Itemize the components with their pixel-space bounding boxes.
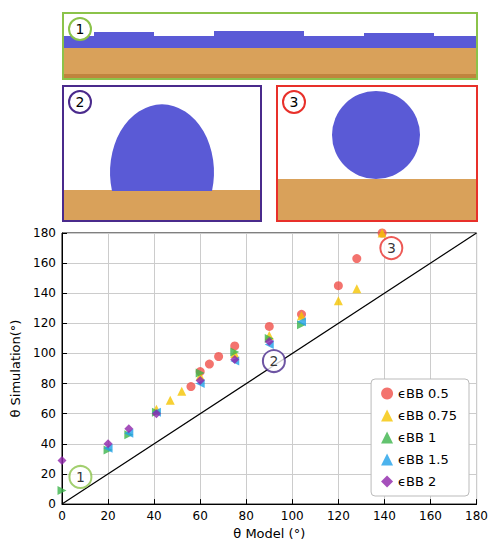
- svg-text:1: 1: [76, 469, 85, 485]
- svg-text:140: 140: [33, 286, 56, 300]
- html-text:2: 2: [75, 94, 85, 110]
- svg-text:80: 80: [41, 377, 56, 391]
- svg-text:ϵBB 1.5: ϵBB 1.5: [398, 452, 449, 467]
- svg-text:θ Model (°): θ Model (°): [233, 526, 305, 541]
- svg-text:3: 3: [387, 240, 396, 256]
- svg-text:ϵBB 1: ϵBB 1: [398, 430, 436, 445]
- svg-text:80: 80: [239, 509, 254, 523]
- svg-text:60: 60: [193, 509, 208, 523]
- svg-text:20: 20: [100, 509, 115, 523]
- svg-text:120: 120: [33, 316, 56, 330]
- svg-text:60: 60: [41, 407, 56, 421]
- svg-text:100: 100: [281, 509, 304, 523]
- svg-text:ϵBB 0.75: ϵBB 0.75: [398, 408, 457, 423]
- svg-text:160: 160: [419, 509, 442, 523]
- svg-text:θ Simulation(°): θ Simulation(°): [8, 320, 23, 418]
- svg-text:0: 0: [48, 497, 56, 511]
- svg-text:0: 0: [58, 509, 66, 523]
- svg-text:ϵBB 2: ϵBB 2: [398, 474, 436, 489]
- svg-text:40: 40: [146, 509, 161, 523]
- svg-text:180: 180: [33, 226, 56, 240]
- svg-text:160: 160: [33, 256, 56, 270]
- svg-text:2: 2: [269, 353, 278, 369]
- svg-text:40: 40: [41, 437, 56, 451]
- html-text:3: 3: [289, 94, 299, 110]
- svg-text:140: 140: [373, 509, 396, 523]
- svg-text:20: 20: [41, 467, 56, 481]
- html-text:1: 1: [75, 21, 85, 37]
- svg-text:100: 100: [33, 346, 56, 360]
- svg-text:ϵBB 0.5: ϵBB 0.5: [398, 386, 449, 401]
- svg-text:120: 120: [327, 509, 350, 523]
- svg-text:180: 180: [465, 509, 488, 523]
